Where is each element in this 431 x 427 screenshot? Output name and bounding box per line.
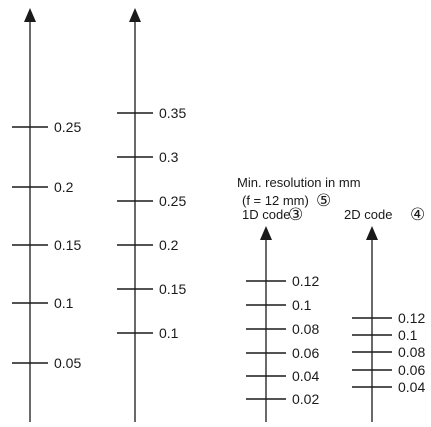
scale-1d-tick-label-2: 0.08: [292, 321, 319, 337]
scale-1d-arrow-head: [260, 226, 272, 240]
scale-1d-tick-label-0: 0.12: [292, 273, 319, 289]
scale-2-tick-label-0: 0.35: [159, 105, 186, 121]
scale-2d-tick-label-1: 0.1: [398, 327, 418, 343]
scale-1-tick-label-4: 0.05: [54, 355, 81, 371]
caption-line-1: Min. resolution in mm: [237, 175, 361, 190]
scale-2-tick-label-2: 0.25: [159, 193, 186, 209]
scale-1d-header: 1D code: [242, 207, 290, 222]
caption-line-2: (f = 12 mm): [242, 193, 309, 208]
scale-2-tick-label-5: 0.1: [159, 325, 179, 341]
scale-1-tick-label-0: 0.25: [54, 119, 81, 135]
scale-2-tick-label-1: 0.3: [159, 149, 179, 165]
scale-1d-tick-label-5: 0.02: [292, 391, 319, 407]
scale-2-tick-label-4: 0.15: [159, 281, 186, 297]
scale-axes: 0.250.20.150.10.050.350.30.250.20.150.10…: [12, 8, 425, 422]
scale-2-tick-label-3: 0.2: [159, 237, 179, 253]
scale-1-tick-label-2: 0.15: [54, 237, 81, 253]
scale-1-tick-label-3: 0.1: [54, 295, 74, 311]
scale-2d-header: 2D code: [344, 207, 392, 222]
scale-1d-tick-label-1: 0.1: [292, 297, 312, 313]
scale-2d: 0.120.10.08 0.060.04: [352, 226, 425, 422]
scale-1d: 0.12 0.1 0.08 0.06 0.04 0.02: [246, 226, 319, 422]
scale-1-arrow-head: [24, 8, 36, 22]
caption-badge: ⑤: [316, 191, 331, 210]
scale-1d-badge: ③: [288, 205, 303, 224]
scale-1: 0.25 0.2 0.15 0.1 0.05: [12, 8, 81, 422]
scale-2d-tick-label-3: 0.06: [398, 362, 425, 378]
scale-2d-tick-label-0: 0.12: [398, 310, 425, 326]
scale-2d-tick-label-2: 0.08: [398, 344, 425, 360]
scale-2d-arrow-head: [366, 226, 378, 240]
scale-1d-tick-label-4: 0.04: [292, 368, 319, 384]
scale-2d-badge: ④: [410, 205, 425, 224]
scale-1-tick-label-1: 0.2: [54, 179, 74, 195]
scale-1d-tick-label-3: 0.06: [292, 345, 319, 361]
scale-2d-tick-label-4: 0.04: [398, 379, 425, 395]
scale-2-arrow-head: [129, 8, 141, 22]
scale-2: 0.35 0.3 0.25 0.2 0.15 0.1: [117, 8, 186, 422]
